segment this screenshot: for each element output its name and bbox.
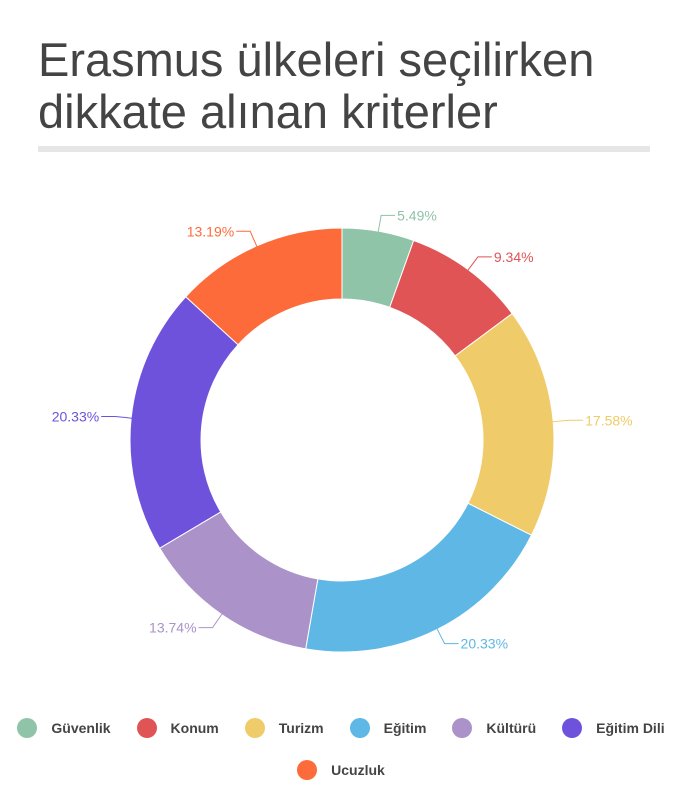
legend-swatch	[297, 760, 318, 780]
legend-item-egitim[interactable]: Eğitim	[349, 718, 427, 738]
leader-line-konum	[466, 256, 492, 272]
chart-legend: Güvenlik Konum Turizm Eğitim Kültürü Eğitim D…	[0, 718, 682, 780]
legend-label: Konum	[170, 720, 219, 736]
legend-swatch	[349, 718, 370, 738]
leader-line-egitim	[436, 627, 459, 645]
legend-item-turizm[interactable]: Turizm	[244, 718, 324, 738]
data-label-egitim: 20.33%	[461, 636, 508, 652]
slice-egitim-dili[interactable]	[129, 296, 239, 549]
legend-item-konum[interactable]: Konum	[136, 718, 219, 738]
data-label-ucuzluk: 13.19%	[187, 223, 234, 239]
slice-ucuzluk[interactable]	[185, 227, 343, 346]
donut-chart: 5.49% 9.34% 17.58% 20.33% 13.74% 20.33% 13.19%	[52, 207, 633, 653]
data-label-turizm: 17.58%	[585, 412, 632, 428]
legend-label: Ucuzluk	[331, 762, 385, 778]
legend-label: Kültürü	[486, 720, 537, 736]
leader-line-kulturu	[198, 612, 224, 629]
leader-line-ucuzluk	[236, 230, 258, 248]
leader-line-egitim-dili	[101, 415, 134, 419]
legend-item-ucuzluk[interactable]: Ucuzluk	[297, 760, 385, 780]
legend-label: Eğitim Dili	[596, 720, 665, 736]
slice-egitim[interactable]	[305, 502, 533, 653]
legend-swatch	[562, 718, 583, 738]
data-label-konum: 9.34%	[494, 249, 534, 265]
legend-item-guvenlik[interactable]: Güvenlik	[17, 718, 111, 738]
legend-item-egitim-dili[interactable]: Eğitim Dili	[562, 718, 665, 738]
leader-line-guvenlik	[377, 214, 396, 234]
title-divider	[38, 146, 650, 152]
slice-turizm[interactable]	[454, 312, 555, 536]
legend-item-kulturu[interactable]: Kültürü	[452, 718, 536, 738]
data-label-egitim-dili: 20.33%	[52, 408, 99, 424]
data-label-kulturu: 13.74%	[149, 620, 196, 636]
data-label-guvenlik: 5.49%	[397, 207, 437, 223]
legend-label: Güvenlik	[51, 720, 111, 736]
leader-line-turizm	[551, 419, 584, 423]
legend-label: Eğitim	[383, 720, 427, 736]
legend-swatch	[136, 718, 157, 738]
legend-label: Turizm	[278, 720, 324, 736]
chart-title: Erasmus ülkeleri seçilirken dikkate alın…	[38, 33, 595, 138]
legend-swatch	[17, 718, 38, 738]
legend-swatch	[244, 718, 265, 738]
legend-swatch	[452, 718, 473, 738]
